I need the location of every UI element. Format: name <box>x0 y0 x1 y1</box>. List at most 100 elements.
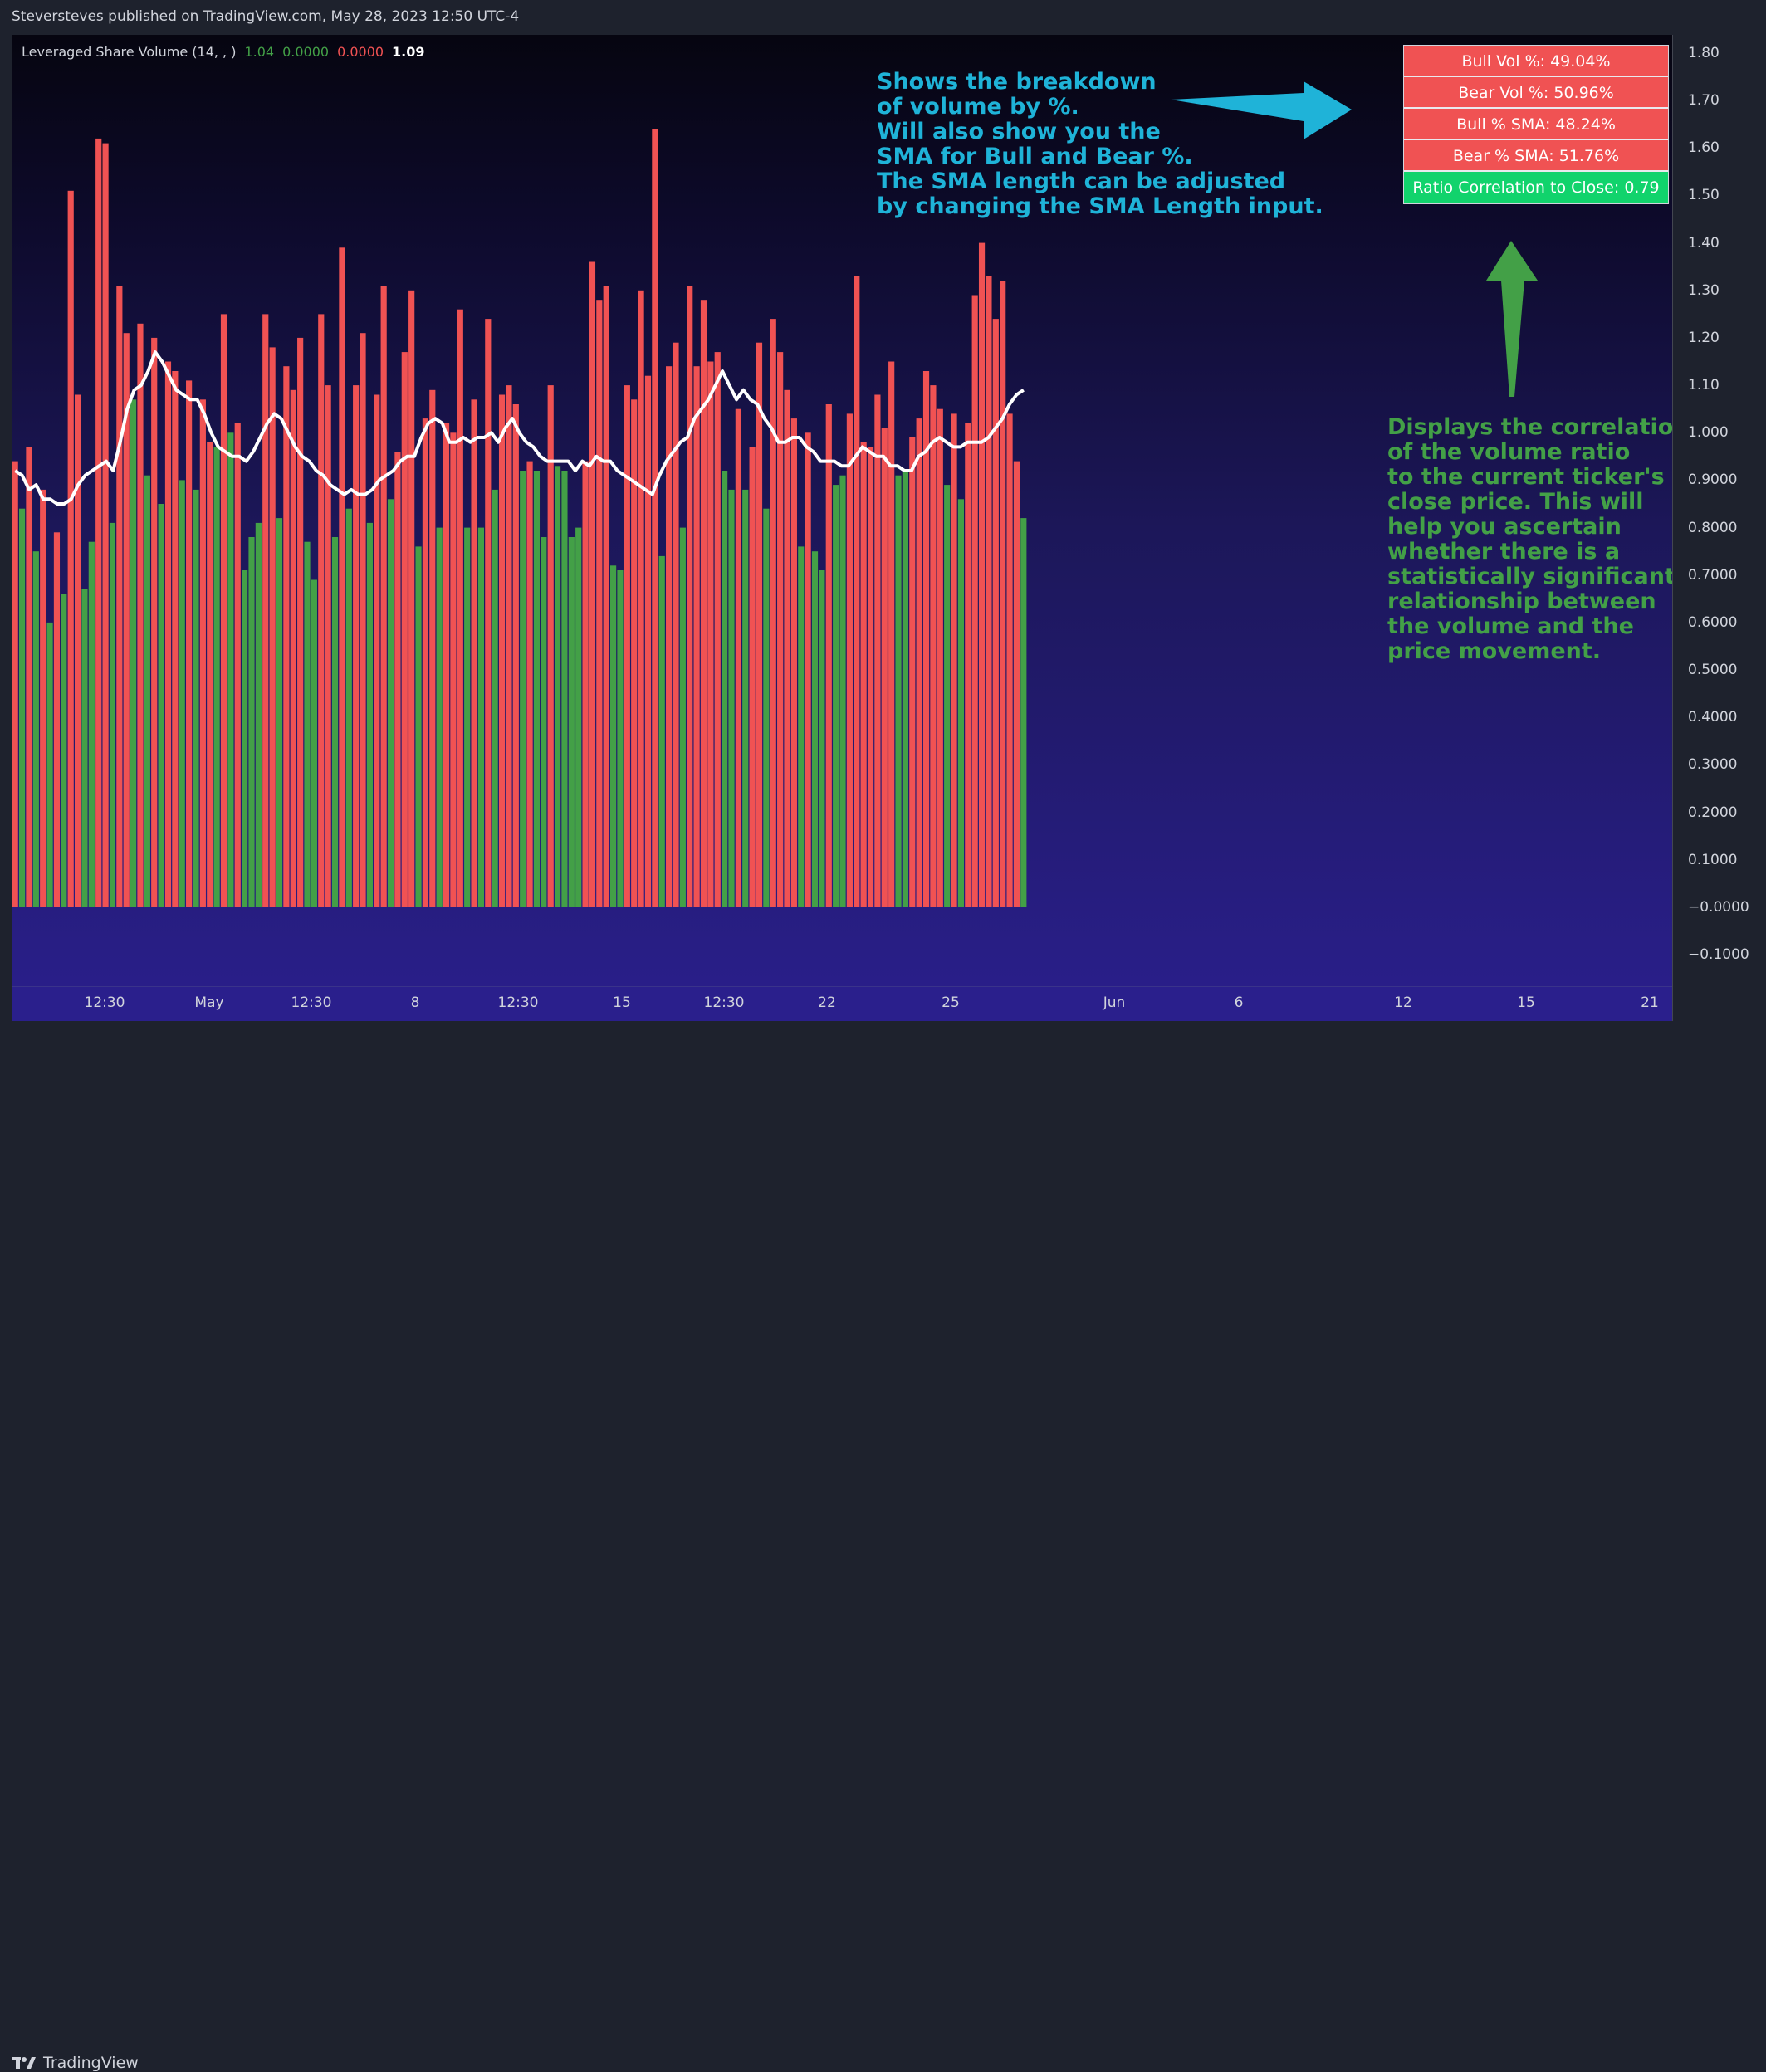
y-tick-label: 1.40 <box>1688 234 1720 252</box>
bear-volume-bar <box>12 461 18 907</box>
bear-volume-bar <box>971 295 978 907</box>
bear-volume-bar <box>53 532 61 907</box>
bull-volume-bar <box>811 551 819 907</box>
y-tick-label: 1.50 <box>1688 187 1720 204</box>
bear-volume-bar <box>825 404 832 907</box>
bear-volume-bar <box>164 361 172 907</box>
bear-volume-bar <box>881 428 888 907</box>
bear-volume-bar <box>116 286 123 907</box>
bear-volume-bar <box>687 286 693 907</box>
bull-volume-bar <box>464 527 471 907</box>
bear-volume-bar <box>380 286 387 907</box>
y-tick-label: 1.000 <box>1688 424 1729 442</box>
bull-volume-bar <box>179 480 185 907</box>
bull-volume-bar <box>520 471 526 907</box>
y-tick-label: 0.3000 <box>1688 756 1738 774</box>
bear-volume-bar <box>360 333 366 907</box>
tradingview-logo[interactable]: TradingView <box>12 2054 139 2072</box>
bull-volume-bar <box>345 508 352 907</box>
y-tick-label: 1.80 <box>1688 45 1720 61</box>
bull-volume-bar <box>227 432 234 907</box>
bull-volume-bar <box>130 399 137 907</box>
bull-volume-bar <box>568 537 575 907</box>
bear-volume-bar <box>922 371 930 907</box>
bear-volume-bar <box>443 423 450 907</box>
bear-volume-bar <box>74 394 81 907</box>
y-tick-label: 0.6000 <box>1688 613 1738 631</box>
bear-volume-bar <box>394 452 401 907</box>
bear-volume-bar <box>137 323 144 907</box>
bull-volume-bar <box>18 508 26 907</box>
bull-volume-bar <box>415 546 422 907</box>
bear-volume-bar <box>374 394 380 907</box>
bull-volume-bar <box>366 522 373 907</box>
price-axis[interactable]: 1.80 1.70 1.60 1.50 1.40 1.30 1.20 1.10 1.000 0.9… <box>1672 35 1766 1021</box>
sma-line <box>14 350 1025 506</box>
bull-volume-bar <box>61 594 67 907</box>
bull-volume-bar <box>109 522 116 907</box>
bear-volume-bar <box>429 389 436 907</box>
bear-volume-bar <box>471 399 477 907</box>
bear-volume-bar <box>777 352 784 907</box>
x-tick-label: 6 <box>1234 994 1244 1011</box>
bear-volume-bar <box>102 143 109 907</box>
bull-volume-bar <box>679 527 686 907</box>
bull-volume-bar <box>248 537 255 907</box>
indicator-legend: Leveraged Share Volume (14, , ) 1.04 0.000… <box>22 44 433 60</box>
bull-volume-bar <box>158 504 164 907</box>
bull-volume-bar <box>575 527 582 907</box>
bear-volume-bar <box>506 385 512 907</box>
bear-volume-bar <box>297 337 304 907</box>
bear-volume-bar <box>735 408 741 907</box>
legend-value-1: 1.04 <box>244 44 275 60</box>
annotation-correlation: Displays the correlation of the volume r… <box>1387 414 1690 664</box>
bull-volume-bar <box>304 541 311 907</box>
tradingview-logo-icon <box>12 2057 36 2069</box>
bear-volume-bar <box>269 347 276 907</box>
y-tick-label: 0.8000 <box>1688 519 1738 536</box>
bear-volume-bar <box>603 286 609 907</box>
bull-volume-bar <box>88 541 95 907</box>
bull-volume-bar <box>895 475 902 907</box>
tradingview-brand: TradingView <box>43 2054 139 2072</box>
annotation-volume-breakdown: Shows the breakdown of volume by %. Will… <box>877 69 1323 219</box>
bull-volume-bar <box>798 546 805 907</box>
bear-volume-bar <box>186 380 193 907</box>
bear-volume-bar <box>220 314 227 907</box>
bear-volume-bar <box>965 423 971 907</box>
y-tick-label: −0.0000 <box>1688 898 1749 916</box>
y-tick-label: 1.60 <box>1688 139 1720 157</box>
bull-volume-bar <box>610 565 617 907</box>
bull-volume-bar <box>32 551 39 907</box>
bear-volume-bar <box>207 442 213 907</box>
bear-volume-bar <box>512 404 519 907</box>
y-tick-label: 0.2000 <box>1688 804 1738 821</box>
x-tick-label: 12:30 <box>291 994 332 1011</box>
bear-volume-bar <box>652 129 658 907</box>
bull-volume-bar <box>561 471 568 907</box>
bear-volume-bar <box>353 385 360 907</box>
chart-area[interactable] <box>12 35 1672 1021</box>
bull-volume-bar <box>477 527 485 907</box>
y-tick-label: 0.7000 <box>1688 566 1738 584</box>
bear-volume-bar <box>930 385 937 907</box>
bear-volume-bar <box>790 418 797 907</box>
bear-volume-bar <box>937 408 943 907</box>
bull-volume-bar <box>81 589 88 907</box>
bull-volume-bar <box>1020 518 1027 907</box>
x-tick-label: 12:30 <box>703 994 745 1011</box>
bear-volume-bar <box>526 461 533 907</box>
stats-row-3: Bear % SMA: 51.76% <box>1404 140 1668 172</box>
bear-volume-bar <box>457 309 463 907</box>
bear-volume-bar <box>978 242 986 907</box>
bull-volume-bar <box>742 489 749 907</box>
bull-volume-bar <box>944 485 951 907</box>
bull-volume-bar <box>492 489 498 907</box>
bear-volume-bar <box>408 290 415 907</box>
bear-volume-bar <box>1013 461 1020 907</box>
bear-volume-bar <box>582 461 589 907</box>
bear-volume-bar <box>874 394 881 907</box>
bear-volume-bar <box>199 399 206 907</box>
time-axis[interactable] <box>12 986 1672 1022</box>
publisher-info: Steversteves published on TradingView.co… <box>12 8 520 25</box>
